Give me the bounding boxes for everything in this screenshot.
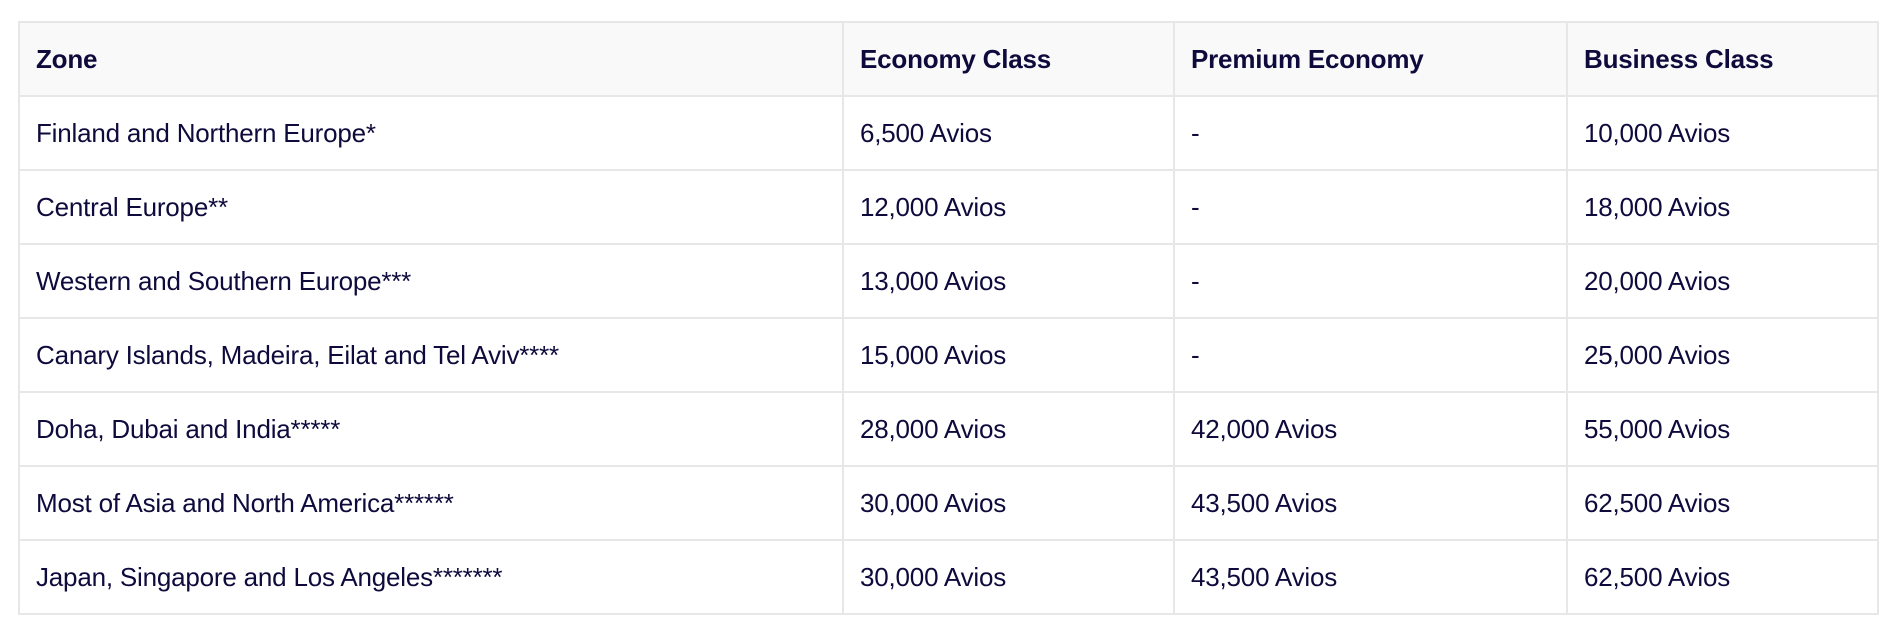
zone-cell: Japan, Singapore and Los Angeles******* [18,539,844,615]
business-class-cell: 20,000 Avios [1566,243,1879,319]
table-header: Zone Economy Class Premium Economy Busin… [18,21,1879,97]
zone-cell: Western and Southern Europe*** [18,243,844,319]
economy-class-cell: 30,000 Avios [842,465,1175,541]
table-row: Most of Asia and North America****** 30,… [18,465,1879,541]
business-class-cell: 18,000 Avios [1566,169,1879,245]
avios-award-table-container: Zone Economy Class Premium Economy Busin… [18,21,1879,615]
column-header-business-class: Business Class [1566,21,1879,97]
premium-economy-cell: - [1173,317,1568,393]
table-row: Finland and Northern Europe* 6,500 Avios… [18,95,1879,171]
economy-class-cell: 6,500 Avios [842,95,1175,171]
table-row: Canary Islands, Madeira, Eilat and Tel A… [18,317,1879,393]
business-class-cell: 10,000 Avios [1566,95,1879,171]
column-header-economy-class: Economy Class [842,21,1175,97]
business-class-cell: 62,500 Avios [1566,465,1879,541]
economy-class-cell: 12,000 Avios [842,169,1175,245]
zone-cell: Canary Islands, Madeira, Eilat and Tel A… [18,317,844,393]
header-row: Zone Economy Class Premium Economy Busin… [18,21,1879,97]
premium-economy-cell: 43,500 Avios [1173,539,1568,615]
business-class-cell: 55,000 Avios [1566,391,1879,467]
premium-economy-cell: 42,000 Avios [1173,391,1568,467]
economy-class-cell: 15,000 Avios [842,317,1175,393]
economy-class-cell: 30,000 Avios [842,539,1175,615]
column-header-premium-economy: Premium Economy [1173,21,1568,97]
business-class-cell: 62,500 Avios [1566,539,1879,615]
table-row: Doha, Dubai and India***** 28,000 Avios … [18,391,1879,467]
zone-cell: Finland and Northern Europe* [18,95,844,171]
avios-award-table: Zone Economy Class Premium Economy Busin… [18,21,1879,615]
zone-cell: Doha, Dubai and India***** [18,391,844,467]
economy-class-cell: 28,000 Avios [842,391,1175,467]
zone-cell: Most of Asia and North America****** [18,465,844,541]
table-row: Japan, Singapore and Los Angeles******* … [18,539,1879,615]
table-row: Western and Southern Europe*** 13,000 Av… [18,243,1879,319]
premium-economy-cell: - [1173,169,1568,245]
table-row: Central Europe** 12,000 Avios - 18,000 A… [18,169,1879,245]
column-header-zone: Zone [18,21,844,97]
economy-class-cell: 13,000 Avios [842,243,1175,319]
premium-economy-cell: 43,500 Avios [1173,465,1568,541]
premium-economy-cell: - [1173,95,1568,171]
business-class-cell: 25,000 Avios [1566,317,1879,393]
zone-cell: Central Europe** [18,169,844,245]
table-body: Finland and Northern Europe* 6,500 Avios… [18,95,1879,615]
premium-economy-cell: - [1173,243,1568,319]
